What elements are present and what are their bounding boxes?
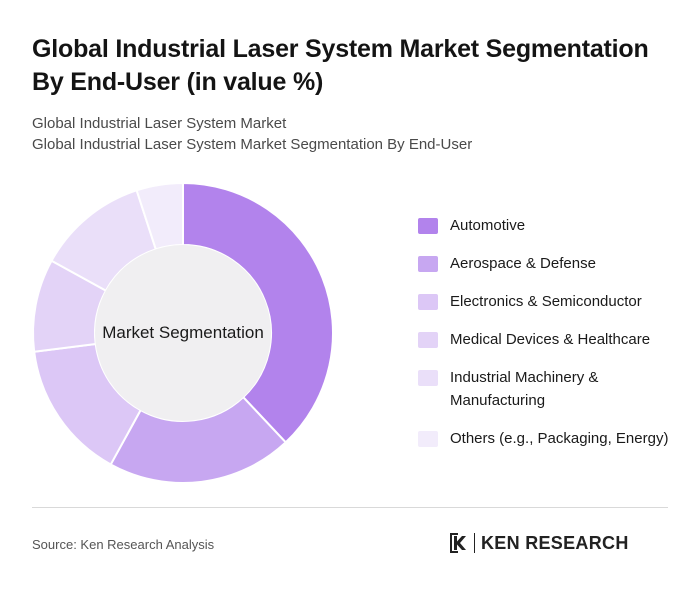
legend-label: Medical Devices & Healthcare xyxy=(450,331,651,348)
chart-subtitle: Global Industrial Laser System Market Gl… xyxy=(32,113,672,155)
legend-label: Industrial Machinery & Manufacturing xyxy=(450,369,599,409)
legend-label: Others (e.g., Packaging, Energy) xyxy=(450,430,669,447)
legend-item-automotive[interactable]: Automotive xyxy=(418,214,688,237)
subtitle-line-2: Global Industrial Laser System Market Se… xyxy=(32,136,473,153)
logo-separator xyxy=(474,533,475,553)
ken-research-logo: KEN RESEARCH xyxy=(448,531,629,555)
legend-swatch xyxy=(418,294,438,310)
chart-title: Global Industrial Laser System Market Se… xyxy=(32,35,649,96)
subtitle-line-1: Global Industrial Laser System Market xyxy=(32,115,287,132)
legend-swatch xyxy=(418,431,438,447)
donut-chart-svg xyxy=(32,181,334,484)
legend-swatch xyxy=(418,256,438,272)
legend-label: Aerospace & Defense xyxy=(450,255,596,272)
chart-legend: Automotive Aerospace & Defense Electronics… xyxy=(418,214,688,465)
legend-item-industrial-machinery-manufacturing[interactable]: Industrial Machinery & Manufacturing xyxy=(418,366,688,412)
donut-hole xyxy=(95,245,271,421)
legend-item-aerospace-defense[interactable]: Aerospace & Defense xyxy=(418,252,688,275)
legend-label: Automotive xyxy=(450,217,526,234)
legend-swatch xyxy=(418,218,438,234)
source-note: Source: Ken Research Analysis xyxy=(32,537,215,552)
legend-swatch xyxy=(418,370,438,386)
legend-item-medical-devices-healthcare[interactable]: Medical Devices & Healthcare xyxy=(418,328,688,351)
legend-item-others-e-g-packaging-energy[interactable]: Others (e.g., Packaging, Energy) xyxy=(418,427,688,450)
legend-swatch xyxy=(418,332,438,348)
ken-research-logo-icon xyxy=(450,533,466,553)
footer-divider xyxy=(32,507,668,508)
logo-wordmark: KEN RESEARCH xyxy=(481,532,629,553)
legend-label: Electronics & Semiconductor xyxy=(450,293,642,310)
donut-chart xyxy=(30,180,336,486)
legend-item-electronics-semiconductor[interactable]: Electronics & Semiconductor xyxy=(418,290,688,313)
